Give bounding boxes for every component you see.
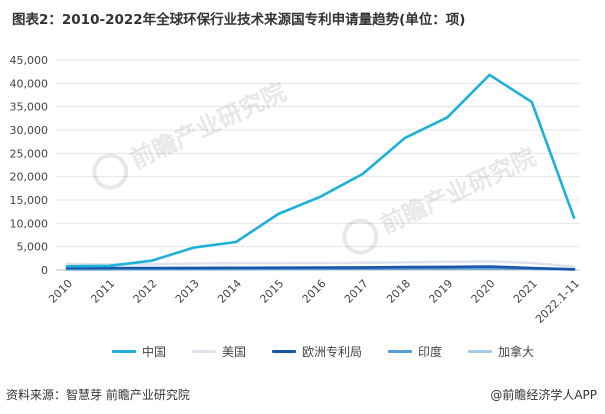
legend-item: 中国: [112, 343, 166, 360]
x-tick-label: 2018: [384, 277, 413, 306]
y-tick-label: 45,000: [10, 54, 49, 67]
x-tick-label: 2014: [215, 277, 244, 306]
x-tick-label: 2020: [469, 277, 498, 306]
y-tick-label: 0: [41, 264, 48, 277]
y-tick-label: 25,000: [10, 147, 49, 160]
legend-item: 加拿大: [468, 343, 534, 360]
legend-swatch: [468, 350, 493, 353]
legend-item: 美国: [192, 343, 246, 360]
y-tick-label: 10,000: [10, 217, 49, 230]
x-tick-label: 2011: [88, 277, 117, 306]
series-line-1: [65, 260, 576, 269]
legend-swatch: [192, 350, 217, 353]
x-tick-label: 2017: [342, 277, 371, 306]
y-tick-label: 40,000: [10, 77, 49, 90]
credit-text: @前瞻经济学人APP: [490, 388, 597, 402]
source-note: 资料来源：智慧芽 前瞻产业研究院: [6, 388, 190, 402]
legend-label: 美国: [222, 345, 247, 359]
legend-swatch: [112, 350, 136, 353]
chart-legend: 中国 美国 欧洲专利局 印度 加拿大: [112, 343, 560, 360]
legend-swatch: [388, 350, 413, 353]
x-tick-label: 2015: [257, 277, 286, 306]
x-tick-label: 2013: [173, 277, 202, 306]
legend-swatch: [272, 350, 297, 353]
legend-label: 加拿大: [498, 345, 535, 359]
x-tick-label: 2019: [426, 277, 455, 306]
y-tick-label: 35,000: [10, 101, 49, 114]
x-tick-label: 2010: [46, 277, 75, 306]
y-tick-label: 30,000: [10, 124, 49, 137]
legend-item: 印度: [388, 343, 442, 360]
legend-item: 欧洲专利局: [272, 343, 362, 360]
chart-title: 图表2：2010-2022年全球环保行业技术来源国专利申请量趋势(单位：项): [12, 12, 466, 28]
series-line-0: [65, 73, 576, 268]
legend-label: 印度: [418, 345, 443, 359]
x-tick-label: 2021: [511, 277, 540, 306]
y-tick-label: 20,000: [10, 171, 49, 184]
series-line-2: [65, 265, 576, 271]
y-tick-label: 15,000: [10, 194, 49, 207]
legend-label: 中国: [142, 345, 167, 359]
x-tick-label: 2012: [131, 277, 160, 306]
legend-label: 欧洲专利局: [302, 345, 363, 359]
y-tick-label: 5,000: [17, 241, 49, 254]
x-tick-label: 2016: [300, 277, 329, 306]
x-tick-label: 2022.1-11: [533, 277, 582, 326]
credit-note: @前瞻经济学人APP: [490, 386, 597, 403]
